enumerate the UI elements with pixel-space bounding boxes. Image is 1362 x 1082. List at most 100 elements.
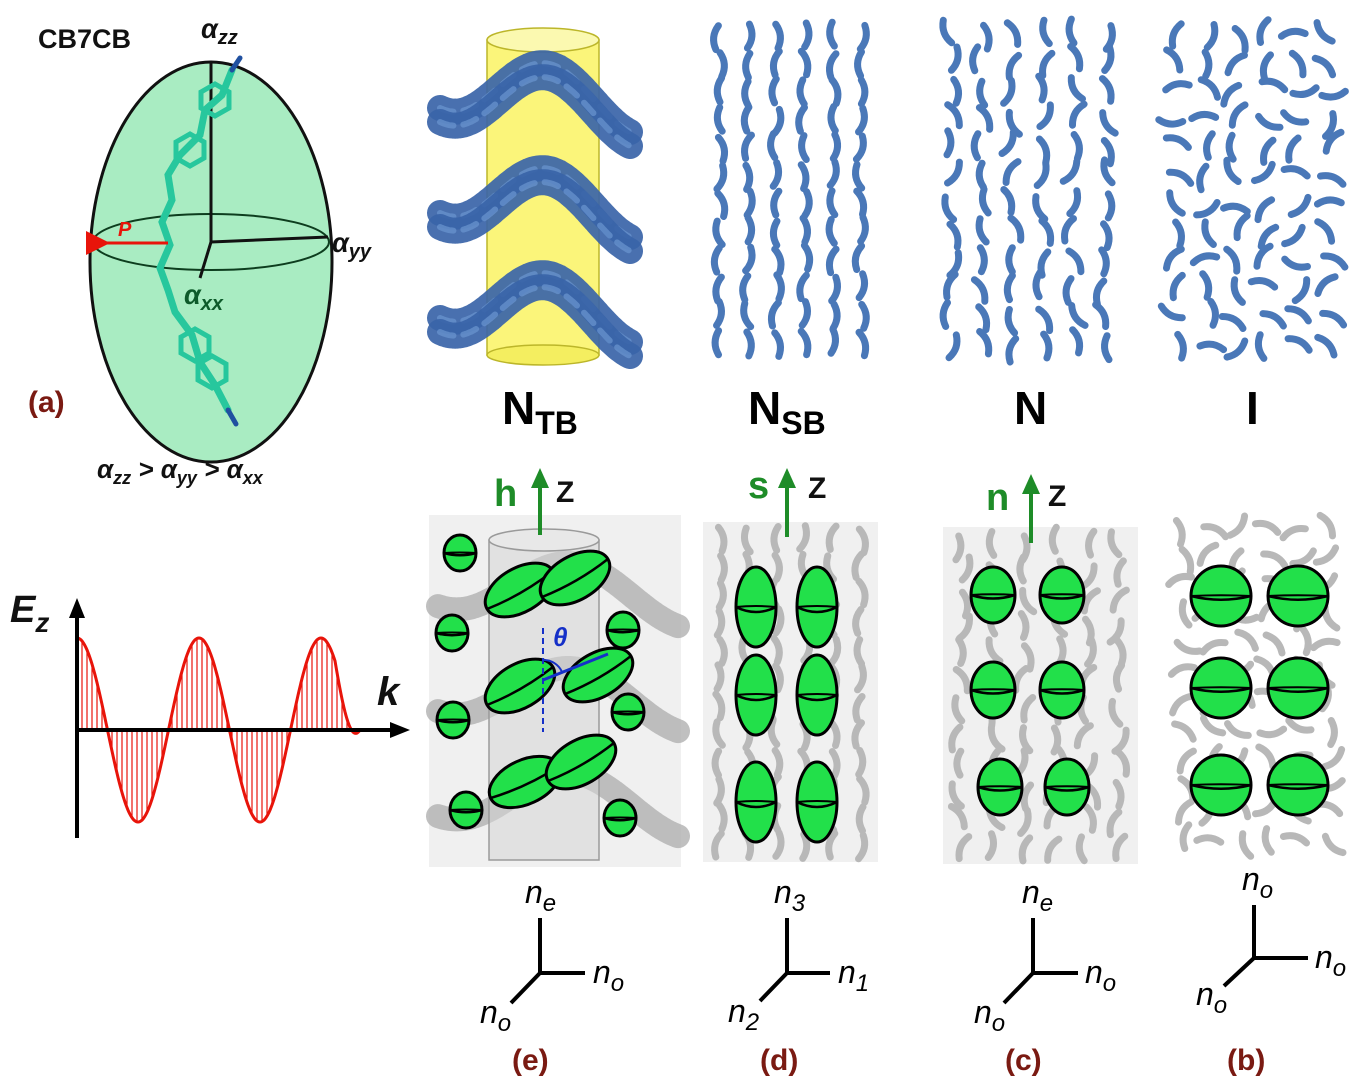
- rod-molecule: [856, 775, 870, 806]
- rod-molecule: [1193, 199, 1221, 219]
- rod-molecule: [1016, 553, 1027, 585]
- rod-molecule: [714, 523, 728, 555]
- phenyl-ring: [178, 326, 212, 364]
- panel-label-a: (a): [28, 386, 65, 419]
- rod-molecule: [798, 132, 810, 163]
- rod-molecule: [801, 19, 813, 51]
- rod-molecule: [1168, 20, 1185, 50]
- rod-molecule: [1218, 312, 1247, 332]
- rod-molecule: [1277, 27, 1309, 40]
- rod-molecule: [1260, 136, 1277, 166]
- rod-molecule: [941, 193, 958, 223]
- rod-molecule: [943, 127, 955, 159]
- rod-molecule: [970, 130, 982, 162]
- rod-molecule: [1189, 252, 1221, 267]
- rod-molecule: [1163, 46, 1184, 74]
- rod-molecule: [826, 158, 840, 189]
- rod-molecule: [1068, 302, 1089, 329]
- rod-molecule: [1284, 335, 1313, 354]
- rod-molecule: [1284, 305, 1312, 325]
- rod-molecule: [1165, 168, 1195, 187]
- rod-molecule: [1327, 717, 1338, 748]
- rod-molecule: [716, 49, 728, 81]
- index-b-left: no: [1196, 976, 1227, 1019]
- rod-molecule: [712, 273, 725, 305]
- rod-molecule: [852, 132, 867, 163]
- rod-molecule: [1188, 111, 1220, 123]
- rod-molecule: [712, 718, 726, 749]
- rod-molecule: [1196, 162, 1210, 194]
- rod-molecule: [952, 666, 971, 695]
- rod-molecule: [1200, 523, 1230, 541]
- panel-label-b: (b): [1227, 1044, 1265, 1077]
- rod-molecule: [1065, 15, 1078, 47]
- rod-molecule: [1230, 276, 1246, 306]
- rod-molecule: [1100, 220, 1113, 251]
- rod-molecule: [853, 187, 868, 218]
- field-wave: [76, 636, 362, 824]
- rod-molecule: [826, 50, 840, 81]
- ellipsoid-molecule: [795, 653, 839, 737]
- rod-molecule: [1179, 821, 1193, 852]
- phenyl-ring: [195, 353, 229, 391]
- helix-texture: [437, 284, 633, 359]
- rod-molecule: [852, 693, 866, 724]
- rod-molecule: [1114, 748, 1130, 778]
- rod-molecule: [947, 803, 968, 831]
- rod-molecule: [771, 105, 785, 137]
- rod-molecule: [1259, 310, 1287, 330]
- rod-molecule: [770, 523, 782, 554]
- rod-molecule: [796, 271, 810, 303]
- rod-molecule: [1019, 586, 1038, 616]
- rod-molecule: [1279, 525, 1309, 542]
- ellipsoid-molecule: [734, 760, 778, 844]
- theta-label: θ: [553, 622, 568, 652]
- rod-molecule: [1067, 74, 1086, 103]
- rod-molecule: [1035, 305, 1054, 335]
- rod-molecule: [1048, 523, 1060, 555]
- rod-molecule: [1178, 545, 1195, 576]
- rod-molecule: [740, 524, 754, 556]
- rod-molecule: [1100, 137, 1115, 168]
- nsb-rod-field: [710, 18, 870, 360]
- rod-molecule: [1260, 550, 1289, 569]
- rod-molecule: [1020, 642, 1035, 673]
- rod-molecule: [713, 298, 725, 329]
- y-axis-arrowhead: [69, 598, 85, 618]
- rod-molecule: [711, 327, 723, 359]
- rod-molecule: [978, 185, 992, 217]
- rod-molecule: [799, 214, 811, 246]
- panel-d-ellipsoids: [734, 565, 839, 844]
- rod-molecule: [711, 830, 725, 861]
- rod-molecule: [1254, 331, 1268, 362]
- rod-molecule: [1238, 830, 1255, 860]
- nitrile-group: [225, 407, 239, 427]
- rod-molecule: [1255, 112, 1284, 131]
- rod-molecule: [1099, 109, 1119, 137]
- rod-molecule: [1233, 212, 1251, 242]
- rod-molecule: [1251, 160, 1276, 185]
- rod-molecule: [1259, 51, 1274, 82]
- index-e-top: ne: [525, 874, 556, 917]
- rod-molecule: [1231, 25, 1249, 54]
- rod-molecule: [1066, 187, 1082, 218]
- rod-molecule: [771, 245, 785, 277]
- ntb-cylinder-bottom: [486, 344, 600, 366]
- rod-molecule: [1193, 834, 1225, 846]
- rod-molecule: [1032, 193, 1049, 223]
- rod-molecule: [796, 522, 810, 553]
- rod-molecule: [1313, 19, 1336, 45]
- rod-molecule: [1004, 306, 1019, 337]
- rod-molecule: [825, 522, 840, 553]
- rod-molecule: [1157, 302, 1186, 322]
- rod-molecule: [771, 747, 784, 778]
- ellipsoid-molecule: [1043, 757, 1091, 817]
- rod-molecule: [1224, 720, 1252, 739]
- rod-molecule: [1044, 835, 1063, 864]
- index-axes-b: [1222, 905, 1308, 988]
- rod-molecule: [1106, 808, 1123, 839]
- index-c-top: ne: [1022, 874, 1053, 917]
- rod-molecule: [1226, 512, 1249, 539]
- rod-molecule: [1084, 637, 1097, 668]
- rod-molecule: [1223, 245, 1241, 275]
